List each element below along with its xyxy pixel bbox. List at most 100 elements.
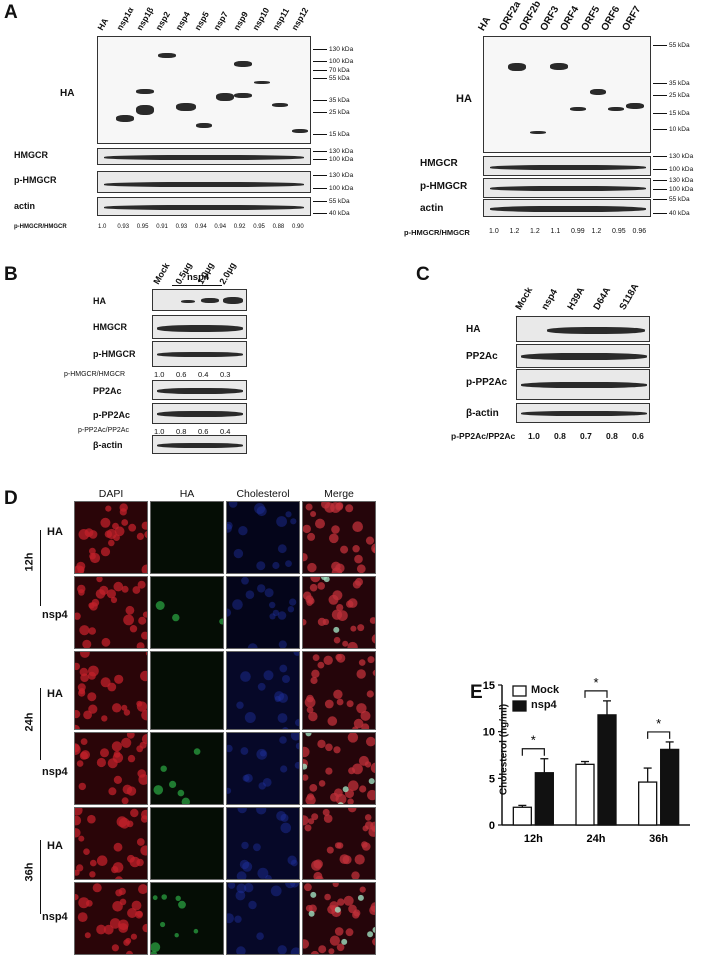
marker-15: 15 kDa bbox=[313, 131, 350, 138]
lane-label: HA bbox=[95, 16, 111, 32]
time-label-36h: 36h bbox=[23, 862, 36, 882]
micrograph-dapi bbox=[74, 807, 148, 880]
significance-star: * bbox=[656, 716, 661, 731]
marker-hmgcr-130: 130 kDa bbox=[313, 148, 353, 155]
marker-hmgcr-130: 130 kDa bbox=[653, 153, 693, 160]
x-tick-label: 12h bbox=[524, 833, 543, 845]
significance-star: * bbox=[531, 733, 536, 748]
ratio-label: p-HMGCR/HMGCR bbox=[404, 228, 470, 237]
lane-label: nsp2 bbox=[153, 9, 173, 33]
row-label-ha: HA bbox=[60, 88, 75, 99]
row-label-ha: HA bbox=[466, 324, 481, 335]
marker-hmgcr-100: 100 kDa bbox=[653, 166, 693, 173]
blot-p-hmgcr-nsp bbox=[97, 171, 311, 193]
bar bbox=[660, 748, 680, 826]
lane-label: 1.0μg bbox=[195, 260, 216, 286]
micrograph-cholesterol bbox=[226, 501, 300, 574]
row-label-actin: actin bbox=[14, 201, 36, 211]
lane-label: ORF7 bbox=[619, 4, 643, 34]
lane-label: nsp12 bbox=[289, 5, 311, 32]
ratio-value: 1.2 bbox=[530, 228, 540, 235]
row-label-actin: actin bbox=[420, 203, 444, 214]
blot-c-beta-actin bbox=[516, 403, 650, 423]
bar bbox=[638, 781, 658, 826]
lane-label: HA bbox=[476, 14, 494, 33]
blot-actin-orf bbox=[483, 199, 651, 217]
bar bbox=[597, 714, 617, 826]
marker-phmgcr-130: 130 kDa bbox=[313, 172, 353, 179]
row-label-p-pp2ac: p-PP2Ac bbox=[466, 377, 508, 388]
panel-label-e: E bbox=[470, 682, 483, 703]
ratio-value: 0.95 bbox=[136, 224, 149, 230]
lane-label: nsp9 bbox=[231, 9, 250, 33]
ratio-value: 0.94 bbox=[214, 224, 227, 230]
micrograph-merge bbox=[302, 807, 376, 880]
x-tick-label: 36h bbox=[649, 833, 668, 845]
ratio2-label: p-PP2Ac/PP2Ac bbox=[78, 427, 129, 434]
ratio-value: 0.99 bbox=[571, 228, 585, 235]
marker-130: 130 kDa bbox=[313, 46, 353, 53]
lane-label: ORF3 bbox=[537, 4, 561, 34]
micrograph-cholesterol bbox=[226, 882, 300, 955]
ratio-value: 1.1 bbox=[550, 228, 561, 235]
marker-15: 15 kDa bbox=[653, 110, 690, 117]
lane-label: nsp10 bbox=[250, 5, 272, 32]
marker-55: 55 kDa bbox=[653, 42, 690, 49]
col-title-cholesterol: Cholesterol bbox=[236, 488, 290, 500]
blot-p-hmgcr-orf bbox=[483, 178, 651, 198]
ratio2-value: 0.6 bbox=[198, 427, 209, 436]
legend-label-nsp4: nsp4 bbox=[531, 699, 557, 711]
row-label-ha: HA bbox=[456, 93, 472, 105]
lane-label: nsp1α bbox=[114, 5, 136, 32]
micrograph-ha bbox=[150, 807, 224, 880]
blot-ha-orf bbox=[483, 36, 651, 153]
micrograph-ha bbox=[150, 882, 224, 955]
ratio2-value: 0.4 bbox=[220, 427, 231, 436]
marker-100: 100 kDa bbox=[313, 58, 353, 65]
row-label-pp2ac: PP2Ac bbox=[93, 386, 122, 396]
row-label-beta-actin: β-actin bbox=[466, 408, 499, 419]
group-bracket bbox=[172, 285, 222, 286]
marker-actin-40: 40 kDa bbox=[313, 210, 350, 217]
row-label-hmgcr: HMGCR bbox=[420, 158, 458, 169]
micrograph-cholesterol bbox=[226, 576, 300, 649]
marker-10: 10 kDa bbox=[653, 126, 690, 133]
panel-label-c: C bbox=[416, 264, 430, 285]
significance-bracket bbox=[647, 731, 671, 739]
row-label-p-hmgcr: p-HMGCR bbox=[420, 181, 468, 192]
col-title-ha: HA bbox=[179, 488, 195, 500]
lane-label: ORF6 bbox=[599, 4, 623, 34]
ratio-value: 1.2 bbox=[509, 228, 520, 235]
micrograph-cholesterol bbox=[226, 732, 300, 805]
ratio1-value: 0.6 bbox=[176, 370, 187, 379]
marker-phmgcr-130: 130 kDa bbox=[653, 177, 693, 184]
micrograph-ha bbox=[150, 501, 224, 574]
micrograph-dapi bbox=[74, 732, 148, 805]
ratio-value: 0.91 bbox=[156, 224, 168, 230]
time-label-12h: 12h bbox=[23, 552, 36, 572]
ratio1-value: 0.3 bbox=[220, 370, 231, 379]
lane-label: H39A bbox=[565, 285, 588, 312]
ratio-value: 1.2 bbox=[591, 228, 602, 235]
micrograph-cholesterol bbox=[226, 651, 300, 730]
row-label-p-hmgcr: p-HMGCR bbox=[14, 175, 57, 185]
row-label-ha-12h: HA bbox=[47, 526, 63, 538]
micrograph-dapi bbox=[74, 576, 148, 649]
row-label-ha: HA bbox=[93, 296, 106, 306]
blot-actin-nsp bbox=[97, 197, 311, 216]
row-label-nsp4-24h: nsp4 bbox=[42, 766, 68, 778]
ratio-value: 0.93 bbox=[117, 224, 130, 230]
legend-swatch-nsp4 bbox=[512, 700, 527, 712]
micrograph-merge bbox=[302, 651, 376, 730]
ratio-value: 0.95 bbox=[612, 228, 626, 235]
ratio1-value: 1.0 bbox=[154, 370, 165, 379]
marker-25: 25 kDa bbox=[653, 92, 690, 99]
lane-label: nsp4 bbox=[172, 9, 192, 33]
blot-c-p-pp2ac bbox=[516, 369, 650, 400]
micrograph-merge bbox=[302, 732, 376, 805]
marker-phmgcr-100: 100 kDa bbox=[653, 186, 693, 193]
col-title-merge: Merge bbox=[324, 488, 354, 500]
y-tick-label: 0 bbox=[489, 820, 495, 832]
lane-label: D64A bbox=[591, 285, 614, 312]
marker-35: 35 kDa bbox=[313, 97, 350, 104]
